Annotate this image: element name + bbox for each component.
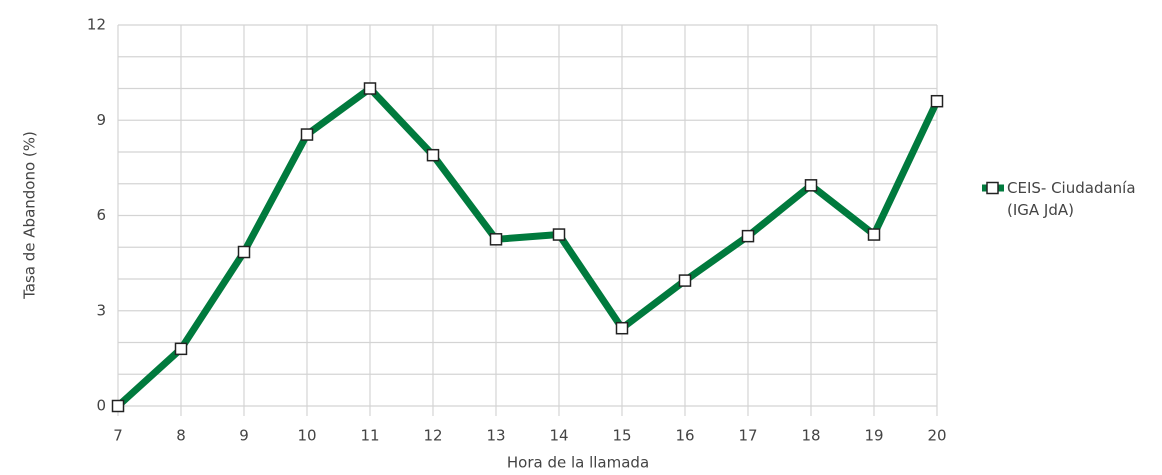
x-tick-label: 17 <box>738 427 757 445</box>
y-axis-title: Tasa de Abandono (%) <box>21 131 39 300</box>
point-marker <box>678 274 692 287</box>
x-tick-label: 15 <box>612 427 631 445</box>
x-tick-label: 12 <box>423 427 442 445</box>
x-tick-label: 7 <box>113 427 123 445</box>
y-tick-label: 0 <box>96 397 106 415</box>
x-axis-title: Hora de la llamada <box>507 454 649 472</box>
point-marker <box>930 94 944 108</box>
point-marker <box>867 228 881 241</box>
x-tick-label: 10 <box>297 427 316 445</box>
y-tick-label: 9 <box>96 111 106 129</box>
x-tick-label: 18 <box>801 427 820 445</box>
y-tick-label: 6 <box>96 206 106 224</box>
x-tick-label: 20 <box>927 427 946 445</box>
legend-label: CEIS- Ciudadanía (IGA JdA) <box>1007 179 1136 219</box>
point-marker <box>615 321 629 335</box>
x-tick-label: 13 <box>486 427 505 445</box>
y-tick-label: 3 <box>96 301 106 319</box>
point-marker <box>237 245 251 259</box>
y-tick-label: 12 <box>87 16 106 34</box>
line <box>115 85 941 409</box>
x-tick-label: 11 <box>360 427 379 445</box>
x-tick-label: 9 <box>239 427 249 445</box>
point-marker <box>741 229 755 243</box>
point-marker <box>174 342 188 356</box>
point-marker <box>426 148 440 162</box>
point-marker <box>489 233 503 246</box>
point-marker <box>363 82 377 95</box>
point-marker <box>552 228 566 241</box>
x-tick-label: 14 <box>549 427 568 445</box>
x-tick-label: 16 <box>675 427 694 445</box>
point-marker <box>300 128 314 141</box>
point-marker <box>804 179 818 192</box>
x-tick-label: 19 <box>864 427 883 445</box>
point-marker <box>111 399 125 413</box>
legend-marker <box>986 181 999 195</box>
x-tick-label: 8 <box>176 427 186 445</box>
